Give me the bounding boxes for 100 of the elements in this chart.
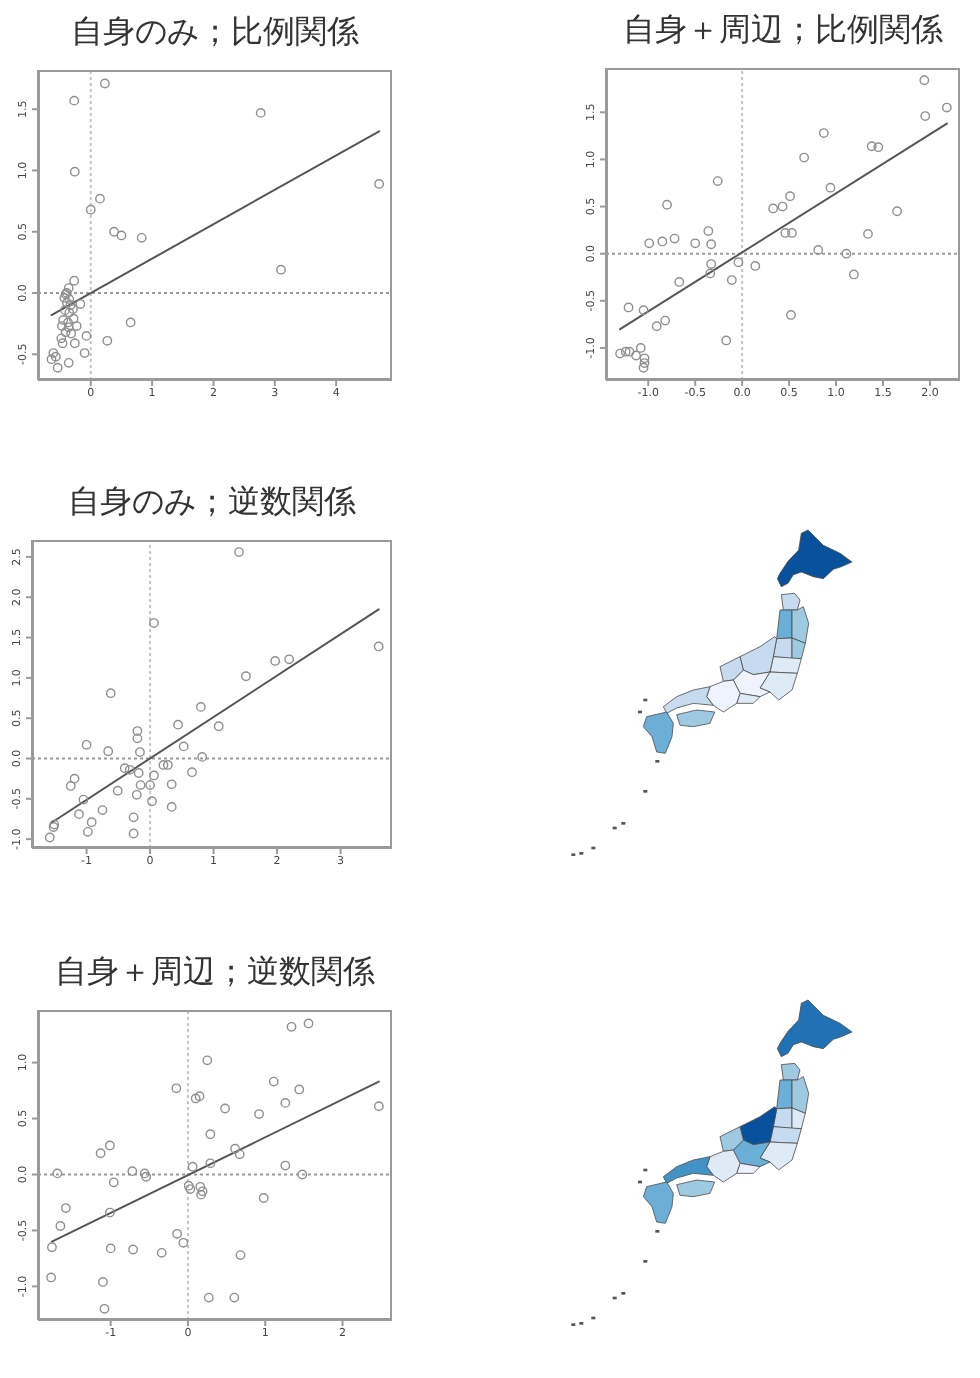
point [166, 801, 177, 812]
point [660, 315, 671, 326]
point [81, 330, 92, 341]
point [85, 204, 96, 215]
point [294, 1084, 305, 1095]
point [280, 1160, 291, 1171]
point [52, 362, 63, 373]
point [104, 1207, 115, 1218]
point [65, 300, 76, 311]
point [108, 1177, 119, 1188]
point [57, 321, 67, 331]
point [785, 191, 795, 202]
point [234, 547, 244, 557]
point [303, 1018, 314, 1029]
point [131, 789, 142, 800]
point [119, 763, 130, 774]
point [60, 327, 71, 338]
point [268, 1076, 279, 1087]
point [813, 245, 824, 255]
point [125, 317, 136, 328]
point [104, 1140, 115, 1151]
point [135, 747, 145, 757]
point [780, 228, 791, 238]
point [109, 226, 119, 237]
point [82, 826, 93, 837]
point [768, 203, 779, 214]
point [799, 152, 810, 163]
point [229, 1292, 240, 1303]
point [133, 768, 144, 778]
point [178, 1237, 189, 1248]
point [202, 1055, 213, 1066]
point [99, 78, 110, 89]
point [892, 206, 902, 217]
point [183, 1180, 194, 1191]
point [703, 226, 714, 236]
point [102, 335, 113, 346]
point [750, 261, 761, 271]
point [69, 275, 80, 286]
point [669, 233, 680, 244]
point [116, 230, 127, 241]
point [81, 739, 92, 750]
point [135, 780, 146, 791]
point [95, 193, 105, 204]
point [158, 760, 169, 770]
point [213, 721, 224, 732]
point [79, 348, 90, 358]
point [112, 785, 123, 796]
point [63, 317, 73, 328]
point [128, 812, 139, 823]
point [651, 321, 662, 332]
point [86, 817, 97, 828]
point [58, 315, 69, 325]
point [690, 238, 701, 249]
chart-title: 自身のみ；逆数関係 [66, 480, 358, 524]
point [97, 805, 108, 815]
point [920, 111, 931, 121]
point [149, 618, 159, 628]
point [284, 654, 295, 665]
point [280, 1097, 291, 1108]
point [706, 259, 717, 269]
point [145, 780, 155, 791]
point [187, 1161, 198, 1172]
point [197, 751, 208, 762]
point [69, 773, 80, 784]
point [63, 322, 74, 333]
point [46, 1272, 57, 1283]
point [194, 1091, 205, 1102]
point [56, 333, 67, 344]
point [706, 239, 717, 250]
point [818, 128, 829, 138]
point [66, 328, 77, 339]
point [620, 346, 631, 357]
point [639, 353, 650, 364]
chart-title: 自身＋周辺；比例関係 [621, 8, 945, 52]
point [863, 229, 873, 239]
point [47, 1242, 57, 1253]
point [132, 733, 143, 744]
point [195, 702, 206, 712]
point [241, 671, 251, 682]
point [63, 357, 74, 368]
point [48, 348, 59, 358]
point [75, 299, 86, 309]
point [46, 354, 57, 365]
point [60, 305, 70, 316]
point [373, 641, 384, 652]
point [203, 1292, 214, 1303]
point [941, 102, 952, 113]
point [105, 1243, 116, 1254]
point [195, 1181, 206, 1192]
point [52, 1168, 63, 1179]
chart-title: 自身＋周辺；逆数関係 [53, 950, 377, 994]
point [726, 275, 737, 285]
point [657, 236, 668, 247]
point [866, 141, 877, 152]
point [662, 199, 672, 210]
point [128, 828, 139, 839]
point [615, 348, 625, 359]
point [55, 1221, 66, 1231]
point [69, 338, 80, 349]
point [841, 248, 852, 259]
